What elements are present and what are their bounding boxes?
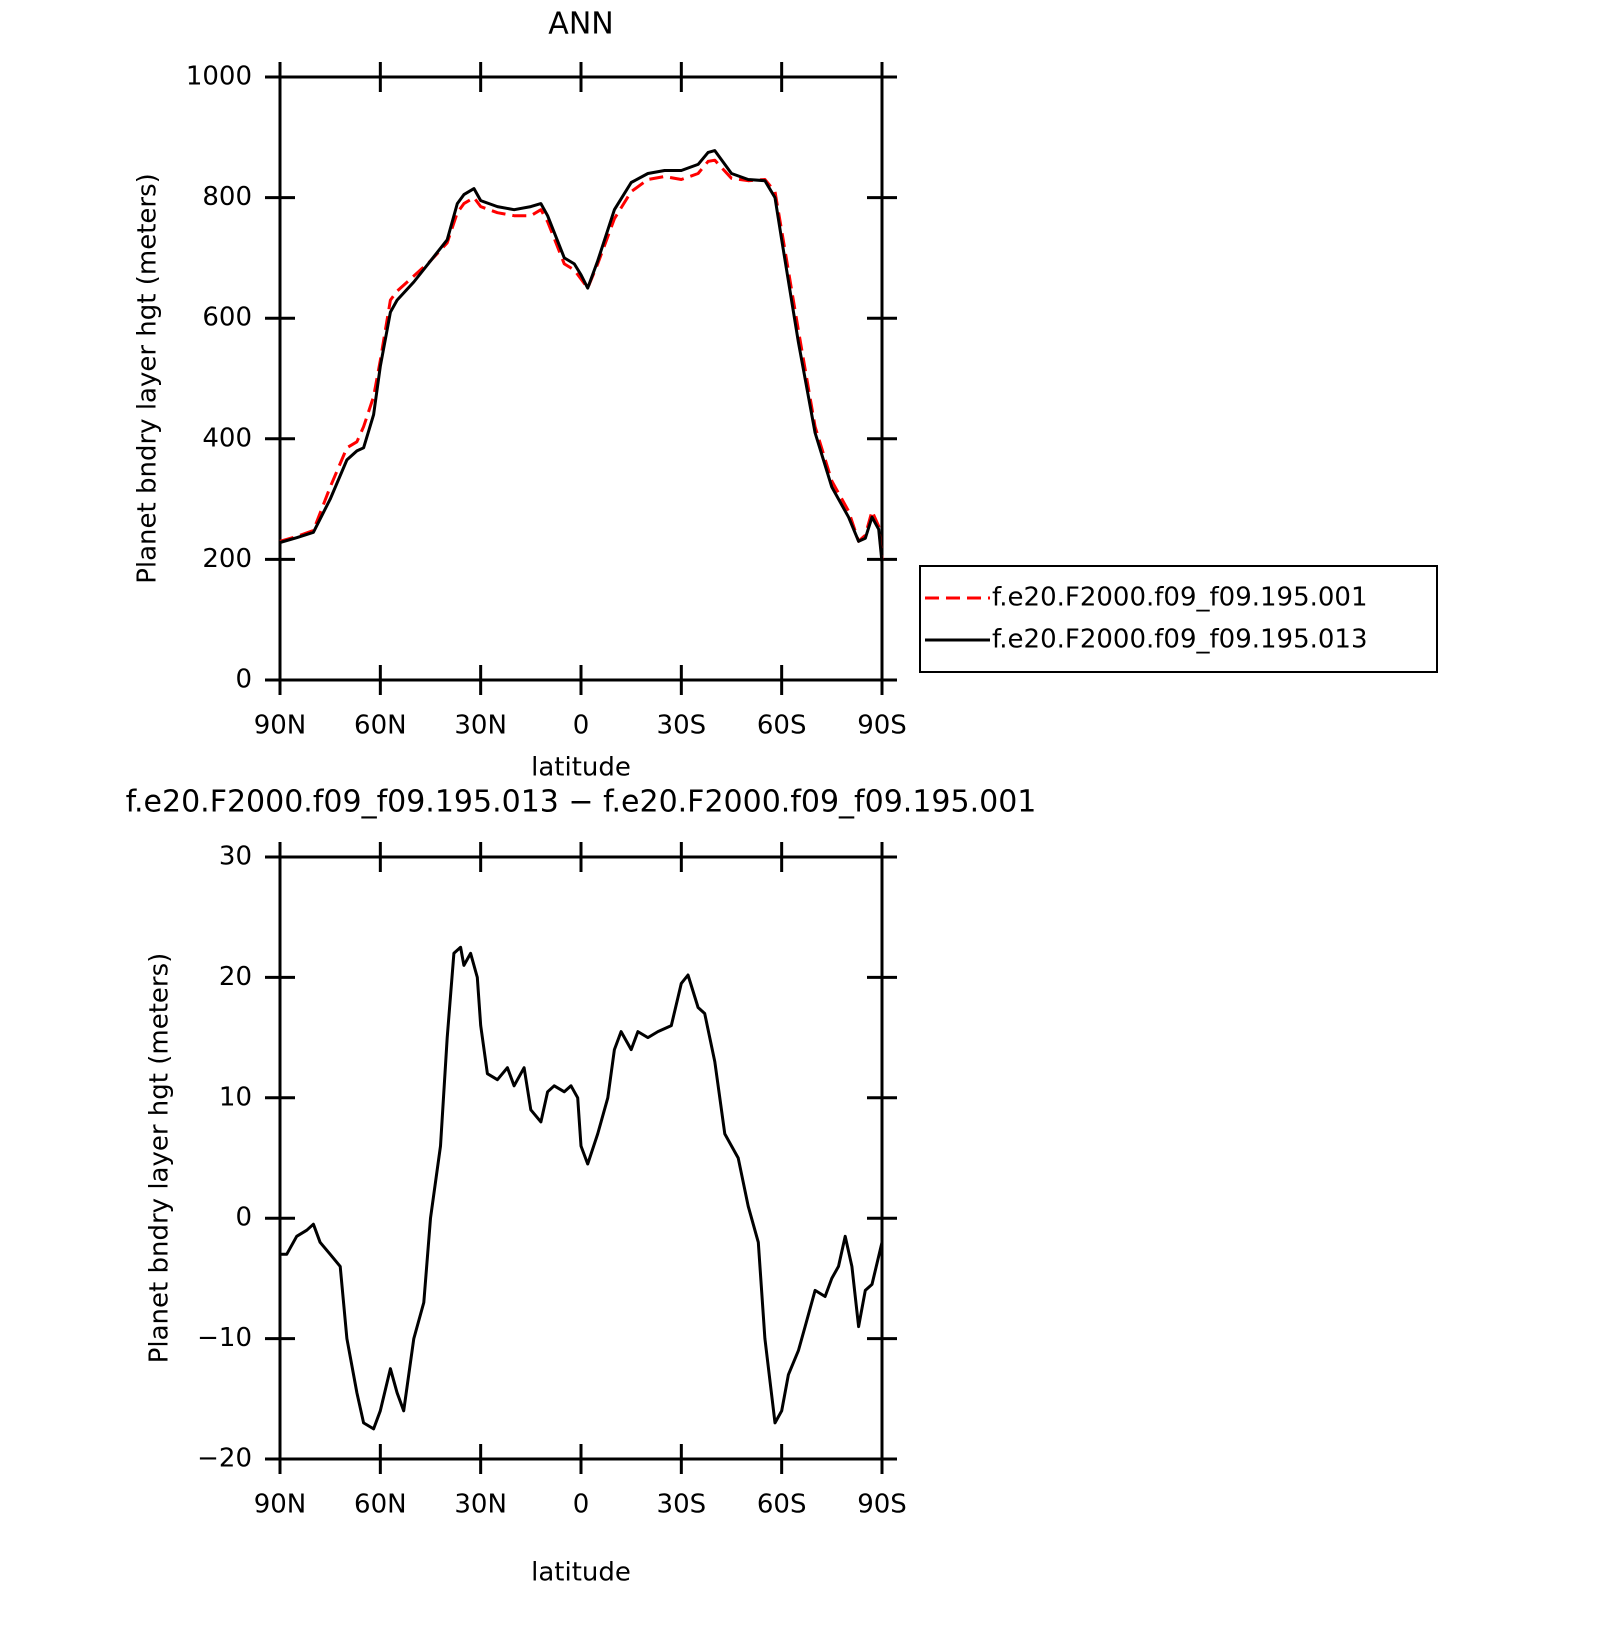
legend-box (919, 565, 1438, 673)
chart-title: f.e20.F2000.f09_f09.195.013 − f.e20.F200… (126, 785, 1037, 820)
y-tick-label: 200 (202, 544, 252, 574)
y-tick-label: 30 (219, 842, 252, 872)
y-tick-label: 10 (219, 1082, 252, 1112)
x-tick-label: 0 (573, 1490, 590, 1520)
x-tick-label: 90N (254, 1490, 307, 1520)
y-tick-label: 600 (202, 303, 252, 333)
data-line (279, 158, 884, 560)
data-line (279, 149, 884, 563)
x-tick-label: 90S (857, 711, 907, 741)
y-tick-label: 800 (202, 182, 252, 212)
x-tick-label: 60N (354, 1490, 407, 1520)
y-tick-label: −10 (197, 1323, 252, 1353)
x-tick-label: 60N (354, 711, 407, 741)
plot-frame (278, 75, 884, 682)
chart-title: ANN (548, 7, 613, 42)
legend-label: f.e20.F2000.f09_f09.195.013 (992, 625, 1368, 655)
x-tick-label: 0 (573, 711, 590, 741)
x-tick-label: 30N (454, 711, 507, 741)
x-tick-label: 30S (657, 1490, 707, 1520)
y-tick-label: −20 (197, 1444, 252, 1474)
y-tick-label: 0 (235, 665, 252, 695)
x-tick-label: 30S (657, 711, 707, 741)
y-axis-label: Planet bndry layer hgt (meters) (133, 173, 163, 584)
x-axis-label: latitude (531, 1558, 631, 1588)
legend-label: f.e20.F2000.f09_f09.195.001 (992, 583, 1368, 613)
x-axis-label: latitude (531, 753, 631, 783)
x-tick-label: 90S (857, 1490, 907, 1520)
x-tick-label: 60S (757, 711, 807, 741)
x-tick-label: 90N (254, 711, 307, 741)
y-axis-label: Planet bndry layer hgt (meters) (145, 953, 175, 1364)
x-tick-label: 30N (454, 1490, 507, 1520)
y-tick-label: 20 (219, 962, 252, 992)
data-line (280, 945, 884, 1431)
y-tick-label: 1000 (186, 62, 252, 92)
y-tick-label: 0 (235, 1203, 252, 1233)
x-tick-label: 60S (757, 1490, 807, 1520)
y-tick-label: 400 (202, 423, 252, 453)
